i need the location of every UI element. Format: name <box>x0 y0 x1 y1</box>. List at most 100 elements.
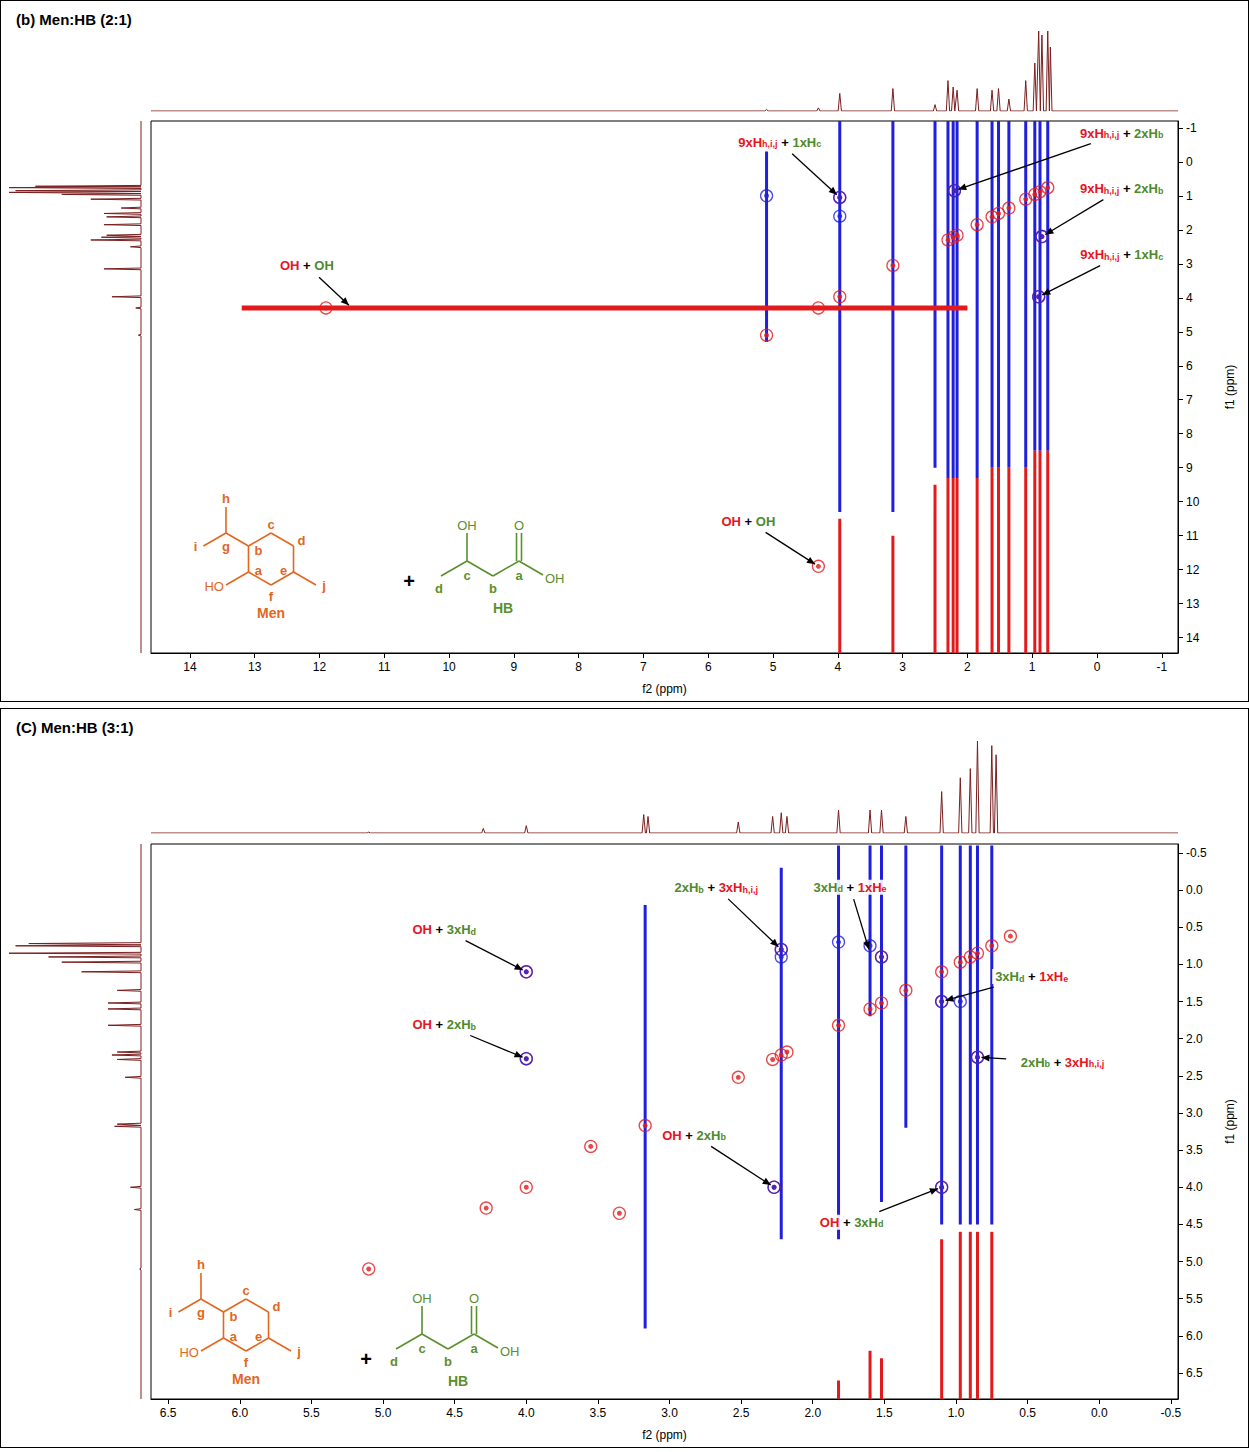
svg-text:h,i,j: h,i,j <box>1089 1059 1105 1069</box>
svg-text:5.5: 5.5 <box>1186 1292 1203 1306</box>
svg-text:5: 5 <box>770 660 777 674</box>
svg-text:h,i,j: h,i,j <box>762 139 778 149</box>
svg-text:1: 1 <box>1029 660 1036 674</box>
svg-text:OH: OH <box>412 922 432 937</box>
svg-text:3.0: 3.0 <box>1186 1106 1203 1120</box>
svg-text:d: d <box>471 927 477 937</box>
svg-text:OH: OH <box>756 514 776 529</box>
svg-text:2xH: 2xH <box>674 880 698 895</box>
svg-text:4: 4 <box>1186 291 1193 305</box>
svg-text:OH: OH <box>412 1017 432 1032</box>
svg-text:+: + <box>299 258 314 273</box>
svg-text:c: c <box>1158 252 1163 262</box>
svg-text:6.5: 6.5 <box>160 1406 177 1420</box>
svg-text:1: 1 <box>1186 189 1193 203</box>
svg-text:6: 6 <box>1186 359 1193 373</box>
svg-text:OH: OH <box>314 258 334 273</box>
svg-text:7: 7 <box>1186 393 1193 407</box>
svg-text:2.0: 2.0 <box>1186 1032 1203 1046</box>
svg-text:f2 (ppm): f2 (ppm) <box>642 1428 687 1442</box>
svg-text:HO: HO <box>204 579 224 594</box>
svg-text:(b) Men:HB (2:1): (b) Men:HB (2:1) <box>16 11 132 28</box>
svg-text:a: a <box>255 563 263 578</box>
svg-text:f1 (ppm): f1 (ppm) <box>1223 1099 1237 1144</box>
svg-text:h,i,j: h,i,j <box>1104 186 1120 196</box>
svg-text:i: i <box>169 1305 173 1320</box>
svg-text:OH: OH <box>721 514 741 529</box>
svg-text:e: e <box>1063 974 1068 984</box>
svg-text:b: b <box>471 1022 477 1032</box>
svg-text:3xH: 3xH <box>814 880 838 895</box>
svg-text:j: j <box>321 578 326 593</box>
svg-text:c: c <box>418 1341 425 1356</box>
svg-text:h: h <box>197 1257 205 1272</box>
svg-text:3: 3 <box>899 660 906 674</box>
svg-text:f: f <box>244 1355 249 1370</box>
svg-text:OH: OH <box>280 258 300 273</box>
svg-text:2.0: 2.0 <box>804 1406 821 1420</box>
svg-text:+: + <box>432 922 447 937</box>
svg-text:h: h <box>222 491 230 506</box>
svg-text:HB: HB <box>493 600 513 616</box>
svg-text:+: + <box>1120 247 1135 262</box>
svg-text:3.5: 3.5 <box>590 1406 607 1420</box>
svg-text:b: b <box>230 1309 238 1324</box>
svg-text:-0.5: -0.5 <box>1186 846 1207 860</box>
svg-text:0.5: 0.5 <box>1186 920 1203 934</box>
svg-text:g: g <box>222 539 230 554</box>
svg-text:b: b <box>444 1354 452 1369</box>
svg-text:9: 9 <box>511 660 518 674</box>
svg-text:-1: -1 <box>1156 660 1167 674</box>
svg-text:i: i <box>194 539 198 554</box>
svg-text:0: 0 <box>1094 660 1101 674</box>
svg-text:3: 3 <box>1186 257 1193 271</box>
svg-text:c: c <box>242 1283 249 1298</box>
svg-text:2.5: 2.5 <box>733 1406 750 1420</box>
svg-text:3xH: 3xH <box>854 1215 878 1230</box>
svg-text:8: 8 <box>1186 427 1193 441</box>
svg-text:0: 0 <box>1186 155 1193 169</box>
svg-text:3.0: 3.0 <box>661 1406 678 1420</box>
svg-text:b: b <box>255 543 263 558</box>
svg-text:2: 2 <box>964 660 971 674</box>
svg-text:+: + <box>778 135 793 150</box>
svg-text:7: 7 <box>640 660 647 674</box>
svg-text:4.5: 4.5 <box>1186 1217 1203 1231</box>
svg-text:c: c <box>463 568 470 583</box>
svg-text:b: b <box>720 1132 726 1142</box>
svg-text:1xH: 1xH <box>792 135 816 150</box>
svg-text:f: f <box>269 589 274 604</box>
svg-text:12: 12 <box>1186 563 1200 577</box>
svg-text:1xH: 1xH <box>1039 969 1063 984</box>
svg-text:d: d <box>435 581 443 596</box>
svg-text:14: 14 <box>183 660 197 674</box>
svg-text:+: + <box>843 880 858 895</box>
svg-text:(C) Men:HB (3:1): (C) Men:HB (3:1) <box>16 719 134 736</box>
svg-text:-1: -1 <box>1186 121 1197 135</box>
svg-text:a: a <box>470 1341 478 1356</box>
svg-text:+: + <box>432 1017 447 1032</box>
svg-text:j: j <box>296 1344 301 1359</box>
svg-text:e: e <box>280 563 287 578</box>
svg-text:+: + <box>682 1128 697 1143</box>
svg-text:10: 10 <box>442 660 456 674</box>
svg-text:+: + <box>1024 969 1039 984</box>
svg-text:5.0: 5.0 <box>1186 1255 1203 1269</box>
svg-text:b: b <box>1158 186 1164 196</box>
svg-text:10: 10 <box>1186 495 1200 509</box>
svg-text:5.5: 5.5 <box>303 1406 320 1420</box>
svg-text:0.0: 0.0 <box>1186 883 1203 897</box>
svg-text:13: 13 <box>1186 597 1200 611</box>
svg-text:13: 13 <box>248 660 262 674</box>
svg-text:11: 11 <box>378 660 391 674</box>
svg-text:3.5: 3.5 <box>1186 1143 1203 1157</box>
svg-text:6.0: 6.0 <box>231 1406 248 1420</box>
svg-text:12: 12 <box>313 660 327 674</box>
svg-text:e: e <box>255 1329 262 1344</box>
svg-text:1xH: 1xH <box>1134 247 1158 262</box>
svg-text:d: d <box>273 1299 281 1314</box>
svg-text:9xH: 9xH <box>1080 126 1104 141</box>
svg-text:9xH: 9xH <box>1080 181 1104 196</box>
svg-text:OH: OH <box>820 1215 840 1230</box>
svg-text:d: d <box>878 1219 884 1229</box>
